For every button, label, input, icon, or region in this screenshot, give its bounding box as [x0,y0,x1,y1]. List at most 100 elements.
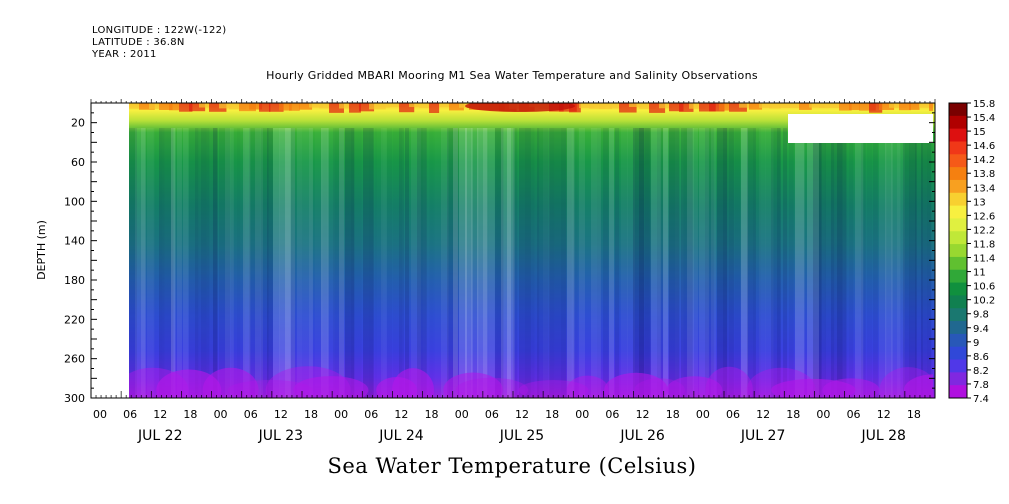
colorbar-label: 11.8 [973,239,995,250]
chart-title: Hourly Gridded MBARI Mooring M1 Sea Wate… [266,69,758,82]
colorbar-label: 12.2 [973,225,995,236]
plot-area [129,103,935,398]
colorbar-label: 15.8 [973,99,995,110]
x-axis-label: Sea Water Temperature (Celsius) [327,454,697,478]
x-hour-tick-label: 12 [636,408,650,421]
x-hour-tick-label: 18 [425,408,439,421]
colorbar-label: 14.2 [973,155,995,166]
colorbar-label: 13.8 [973,169,995,180]
colorbar-swatch [949,141,967,155]
x-day-label: JUL 28 [860,428,905,444]
colorbar-swatch [949,103,967,117]
colorbar-swatch [949,372,967,386]
x-hour-tick-label: 06 [244,408,258,421]
x-hour-tick-label: 06 [847,408,861,421]
colorbar-swatch [949,295,967,309]
y-tick-label: 140 [64,235,85,248]
temperature-field [129,103,935,398]
colorbar-label: 12.6 [973,211,995,222]
surface-max-region [465,103,575,112]
latitude-label: LATITUDE : 36.8N [92,37,185,48]
x-day-label: JUL 23 [258,428,303,444]
x-hour-tick-label: 06 [726,408,740,421]
x-day-label: JUL 24 [378,428,424,444]
x-hour-tick-label: 12 [515,408,529,421]
x-hour-tick-label: 18 [183,408,197,421]
colorbar-swatch [949,321,967,335]
colorbar-label: 15.4 [973,113,995,124]
colorbar-swatch [949,269,967,284]
y-tick-label: 220 [64,313,85,326]
colorbar-label: 8.6 [973,352,989,363]
x-hour-tick-label: 12 [756,408,770,421]
x-hour-tick-label: 00 [93,408,107,421]
colorbar: 15.8 15.4 15 14.6 14.2 13.8 13.4 13 12.6 12.2 11.8… [948,99,995,405]
x-hour-tick-label: 18 [907,408,921,421]
y-axis-label: DEPTH (m) [35,220,48,280]
colorbar-swatch [949,308,967,322]
longitude-label: LONGITUDE : 122W(-122) [92,25,227,36]
colorbar-swatch [949,346,967,361]
colorbar-swatch [949,256,967,271]
colorbar-swatch [949,192,967,207]
x-day-label: JUL 22 [137,428,182,444]
colorbar-label: 7.4 [973,394,989,405]
colorbar-label: 11.4 [973,254,995,265]
x-hour-tick-label: 06 [123,408,137,421]
y-tick-label: 300 [64,392,85,405]
x-hour-tick-label: 00 [816,408,830,421]
axes: 20 60 100 140 180 220 260 300 00 06 12 18 00 06 12 18 00… [64,99,936,444]
x-hour-tick-label: 00 [696,408,710,421]
colorbar-label: 9.8 [973,310,989,321]
x-hour-tick-label: 00 [455,408,469,421]
colorbar-swatch [949,333,967,348]
y-tick-label: 20 [71,117,85,130]
x-hour-tick-label: 18 [545,408,559,421]
x-hour-tick-label: 06 [485,408,499,421]
colorbar-swatch [949,179,967,194]
x-hour-tick-label: 06 [364,408,378,421]
colorbar-swatch [949,282,967,296]
missing-data-region [788,114,933,143]
colorbar-label: 15 [973,127,986,138]
x-hour-tick-label: 00 [575,408,589,421]
x-hour-tick-label: 12 [153,408,167,421]
colorbar-label: 9.4 [973,324,989,335]
x-hour-tick-label: 12 [274,408,288,421]
colorbar-swatch [949,115,967,130]
colorbar-swatch [949,154,967,168]
x-day-label: JUL 25 [499,428,544,444]
colorbar-label: 9 [973,338,979,349]
colorbar-swatch [949,218,967,232]
y-tick-label: 100 [64,195,85,208]
colorbar-label: 13 [973,197,986,208]
x-hour-tick-label: 18 [786,408,800,421]
variability-overlay [129,103,933,398]
y-tick-label: 260 [64,353,85,366]
colorbar-swatch [949,128,967,142]
y-tick-label: 60 [71,156,85,169]
colorbar-label: 7.8 [973,380,989,391]
x-hour-tick-label: 12 [394,408,408,421]
x-hour-tick-label: 00 [214,408,228,421]
x-hour-tick-label: 06 [605,408,619,421]
colorbar-swatch [949,167,967,181]
x-day-label: JUL 27 [740,428,785,444]
year-label: YEAR : 2011 [92,49,157,60]
x-day-label: JUL 26 [619,428,665,444]
colorbar-label: 14.6 [973,141,995,152]
colorbar-swatch [949,385,967,399]
colorbar-label: 10.6 [973,282,995,293]
colorbar-swatch [949,231,967,245]
colorbar-swatch [949,359,967,373]
colorbar-label: 10.2 [973,296,995,307]
colorbar-label: 11 [973,268,986,279]
colorbar-swatch [949,244,967,258]
x-hour-tick-label: 18 [666,408,680,421]
y-tick-label: 180 [64,274,85,287]
colorbar-frame [948,102,968,399]
x-hour-tick-label: 00 [334,408,348,421]
colorbar-label: 8.2 [973,366,989,377]
x-hour-tick-label: 18 [304,408,318,421]
